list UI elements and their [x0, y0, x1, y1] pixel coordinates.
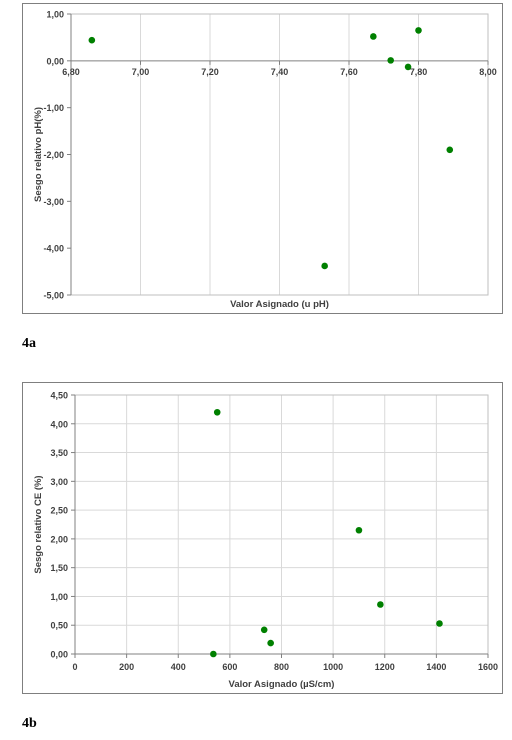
chart-ce-svg: 4,50 4,00 3,50 3,00 2,50 2,00 1,50 1,00 0,50 0,00… — [33, 391, 498, 691]
x-tick-label: 6,80 — [62, 67, 80, 77]
data-point — [355, 526, 363, 534]
x-axis-title: Valor Asignado (u pH) — [230, 299, 329, 310]
x-tick-label: 7,20 — [201, 67, 219, 77]
x-tick-label: 7,60 — [340, 67, 358, 77]
x-tick-label: 7,40 — [271, 67, 289, 77]
data-point — [213, 408, 221, 416]
y-tick-label: 4,50 — [50, 391, 68, 401]
data-point — [387, 57, 395, 64]
y-tick-label: 0,50 — [50, 621, 68, 631]
x-tick-label: 0 — [72, 662, 77, 672]
y-tick-label: 1,50 — [50, 563, 68, 573]
y-tick-label: -3,00 — [43, 197, 64, 207]
chart-panel-ce: 4,50 4,00 3,50 3,00 2,50 2,00 1,50 1,00 0,50 0,00… — [22, 382, 503, 694]
figure-label-4b: 4b — [22, 716, 37, 731]
y-tick-label: 3,00 — [50, 477, 68, 487]
y-axis-title: Sesgo relativo CE (%) — [33, 475, 44, 573]
x-tick-label: 1200 — [375, 662, 395, 672]
x-tick-label: 600 — [222, 662, 237, 672]
x-tick-label: 8,00 — [479, 67, 497, 77]
y-tick-label: 1,00 — [50, 592, 68, 602]
x-tick-label: 1400 — [426, 662, 446, 672]
y-tick-label: 0,00 — [50, 650, 68, 660]
y-tick-label: 3,50 — [50, 448, 68, 458]
x-tick-label: 200 — [119, 662, 134, 672]
data-point — [260, 626, 268, 634]
data-point — [446, 146, 454, 154]
data-point — [88, 36, 96, 44]
x-tick-label: 7,00 — [132, 67, 150, 77]
data-point — [210, 650, 217, 658]
data-point — [370, 33, 377, 40]
x-tick-label: 1600 — [478, 662, 498, 672]
data-point — [415, 27, 422, 34]
x-tick-label: 7,80 — [410, 67, 428, 77]
y-tick-label: -4,00 — [43, 244, 64, 254]
x-tick-label: 400 — [171, 662, 186, 672]
x-tick-label: 800 — [274, 662, 289, 672]
data-point — [436, 620, 443, 627]
x-axis-title: Valor Asignado (µS/cm) — [229, 679, 335, 690]
y-tick-label: -1,00 — [43, 103, 64, 113]
data-point — [404, 63, 412, 71]
chart-panel-ph: 1,00 0,00 -1,00 -2,00 -3,00 -4,00 -5,00 6,80 7,0… — [22, 3, 503, 314]
figure-label-4a: 4a — [22, 336, 36, 351]
y-tick-label: -5,00 — [43, 291, 64, 301]
x-tick-label: 1000 — [323, 662, 343, 672]
y-axis-title: Sesgo relativo pH(%) — [33, 107, 44, 202]
data-point — [321, 262, 328, 270]
data-point — [377, 601, 384, 608]
chart-ph-svg: 1,00 0,00 -1,00 -2,00 -3,00 -4,00 -5,00 6,80 7,0… — [33, 10, 497, 311]
y-tick-label: 0,00 — [46, 56, 64, 66]
y-tick-label: 2,50 — [50, 506, 68, 516]
y-tick-label: 2,00 — [50, 534, 68, 544]
data-point — [267, 639, 274, 647]
y-tick-label: -2,00 — [43, 150, 64, 160]
y-tick-label: 4,00 — [50, 419, 68, 429]
y-tick-label: 1,00 — [46, 10, 64, 20]
